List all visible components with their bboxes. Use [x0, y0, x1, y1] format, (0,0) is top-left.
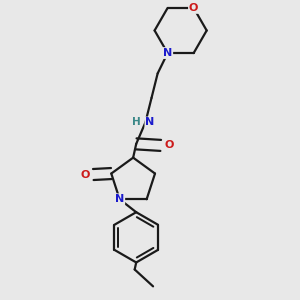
Text: N: N — [146, 117, 154, 128]
Text: O: O — [189, 3, 198, 13]
Text: N: N — [163, 48, 172, 58]
Text: O: O — [165, 140, 174, 150]
Text: H: H — [132, 117, 141, 128]
Text: O: O — [80, 169, 89, 179]
Text: N: N — [115, 194, 124, 204]
